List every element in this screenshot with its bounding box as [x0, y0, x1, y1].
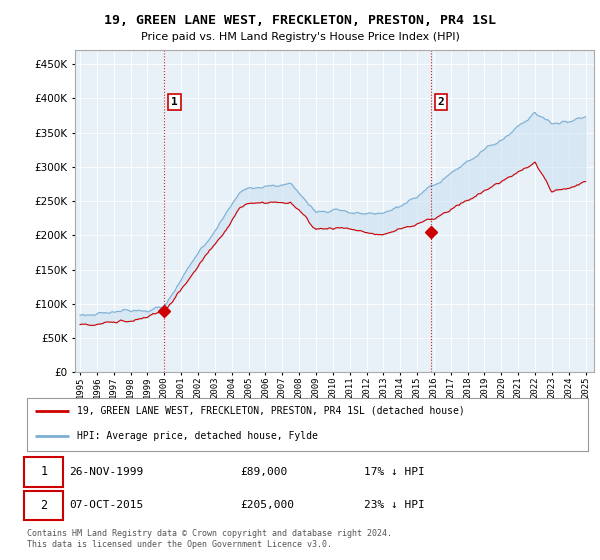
Text: 2: 2 — [40, 499, 47, 512]
FancyBboxPatch shape — [24, 491, 64, 520]
Text: 2: 2 — [438, 97, 445, 107]
Text: HPI: Average price, detached house, Fylde: HPI: Average price, detached house, Fyld… — [77, 431, 319, 441]
Text: 1: 1 — [171, 97, 178, 107]
Text: 1: 1 — [40, 465, 47, 478]
Text: 23% ↓ HPI: 23% ↓ HPI — [364, 501, 424, 510]
Text: 19, GREEN LANE WEST, FRECKLETON, PRESTON, PR4 1SL (detached house): 19, GREEN LANE WEST, FRECKLETON, PRESTON… — [77, 406, 465, 416]
Text: £89,000: £89,000 — [240, 467, 287, 477]
Text: £205,000: £205,000 — [240, 501, 294, 510]
FancyBboxPatch shape — [24, 457, 64, 487]
Text: Contains HM Land Registry data © Crown copyright and database right 2024.
This d: Contains HM Land Registry data © Crown c… — [27, 529, 392, 549]
Text: 07-OCT-2015: 07-OCT-2015 — [69, 501, 143, 510]
Text: 19, GREEN LANE WEST, FRECKLETON, PRESTON, PR4 1SL: 19, GREEN LANE WEST, FRECKLETON, PRESTON… — [104, 14, 496, 27]
Text: 26-NOV-1999: 26-NOV-1999 — [69, 467, 143, 477]
Text: 17% ↓ HPI: 17% ↓ HPI — [364, 467, 424, 477]
Text: Price paid vs. HM Land Registry's House Price Index (HPI): Price paid vs. HM Land Registry's House … — [140, 32, 460, 43]
